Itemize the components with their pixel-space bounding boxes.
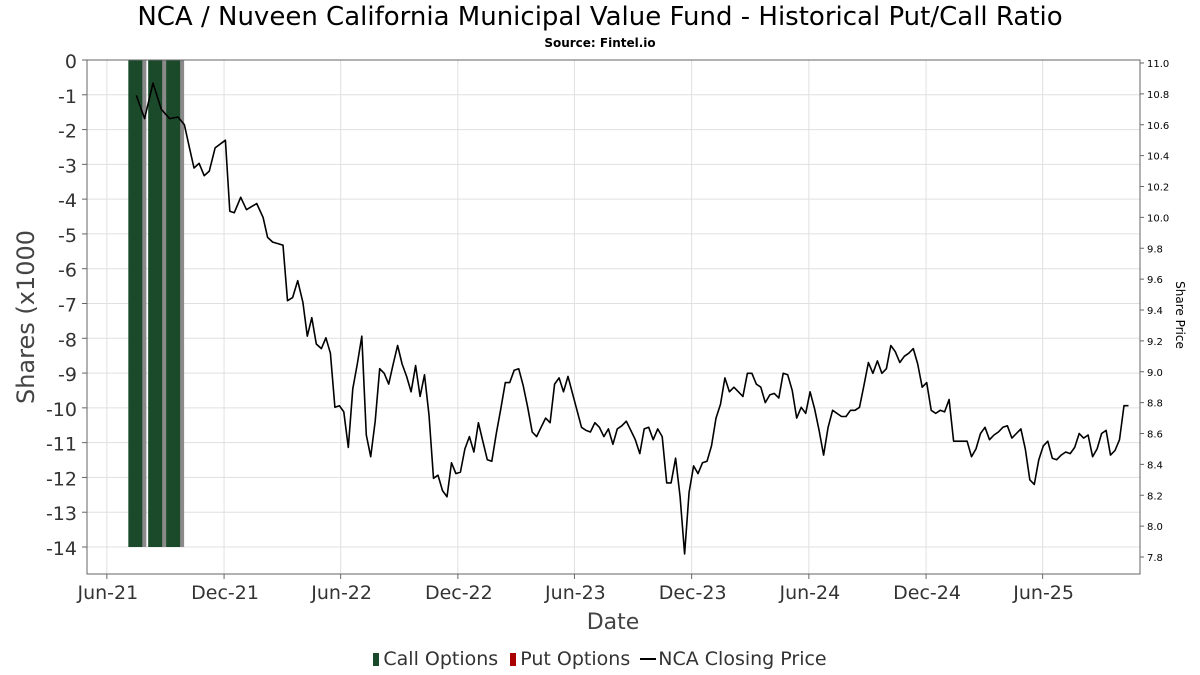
left-axis: 0 -1 -2 -3 -4 -5 -6 -7 -8 -9 -10 -11 -12 -13 -14: [46, 51, 87, 560]
plot-background: [87, 60, 1140, 574]
y-tick-label: -7: [58, 295, 77, 317]
y2-tick-label: 11.0: [1147, 59, 1169, 70]
y2-tick-label: 10.0: [1147, 213, 1169, 224]
y-tick-label: -5: [58, 225, 77, 247]
x-tick-label: Jun-22: [310, 582, 372, 604]
y2-tick-label: 9.8: [1147, 244, 1163, 255]
line-layer: [135, 82, 1129, 555]
y2-tick-label: 8.4: [1147, 460, 1163, 471]
y2-tick-label: 10.4: [1147, 152, 1169, 163]
y2-tick-label: 9.6: [1147, 275, 1163, 286]
legend-swatch-call: [373, 652, 380, 666]
y2-tick-label: 7.8: [1147, 553, 1163, 564]
y2-tick-label: 8.2: [1147, 491, 1163, 502]
x-tick-label: Dec-23: [659, 582, 727, 604]
legend-item-call: Call Options: [373, 648, 498, 670]
bar-layer: [128, 60, 185, 547]
y-tick-label: 0: [65, 51, 77, 73]
x-tick-label: Dec-22: [425, 582, 493, 604]
y2-tick-label: 8.6: [1147, 430, 1163, 441]
y-tick-label: -3: [58, 155, 77, 177]
x-tick-label: Jun-24: [778, 582, 840, 604]
y2-tick-label: 10.8: [1147, 90, 1169, 101]
plot-frame: [86, 59, 1141, 575]
legend-label-price: NCA Closing Price: [658, 647, 827, 670]
y2-tick-label: 9.0: [1147, 368, 1163, 379]
x-tick-label: Jun-23: [544, 582, 606, 604]
legend-label-call: Call Options: [383, 647, 499, 670]
chart-subtitle: Source: Fintel.io: [544, 36, 656, 50]
x-tick-label: Jun-25: [1012, 582, 1074, 604]
x-axis: Jun-21 Dec-21 Jun-22 Dec-22 Jun-23 Dec-23 Jun-…: [76, 574, 1074, 604]
call-bar: [128, 60, 143, 547]
y2-tick-label: 9.2: [1147, 337, 1163, 348]
y-tick-label: -9: [58, 364, 77, 386]
y-tick-label: -12: [46, 468, 77, 490]
y2-tick-label: 9.4: [1147, 306, 1163, 317]
y-axis-label: Shares (x1000: [12, 230, 40, 404]
legend-item-put: Put Options: [510, 648, 630, 670]
legend-item-price: NCA Closing Price: [640, 647, 827, 670]
y-tick-label: -8: [58, 329, 77, 351]
chart-title: NCA / Nuveen California Municipal Value …: [137, 2, 1063, 32]
legend: Call Options Put Options NCA Closing Pri…: [0, 647, 1200, 670]
x-tick-label: Dec-21: [191, 582, 259, 604]
y-tick-label: -14: [46, 538, 77, 560]
x-axis-label: Date: [587, 610, 640, 635]
y2-tick-label: 8.8: [1147, 399, 1163, 410]
x-tick-label: Jun-21: [76, 582, 138, 604]
y2-tick-label: 10.6: [1147, 121, 1169, 132]
x-tick-label: Dec-24: [893, 582, 961, 604]
y2-tick-label: 8.0: [1147, 522, 1163, 533]
y-tick-label: -4: [58, 190, 77, 212]
call-bar: [166, 60, 181, 547]
legend-label-put: Put Options: [520, 647, 631, 670]
legend-swatch-price: [640, 658, 657, 660]
y-tick-label: -10: [46, 399, 77, 421]
right-axis: 11.0 10.8 10.6 10.4 10.2 10.0 9.8 9.6 9.4 9.2 9.0 8…: [1140, 59, 1169, 564]
y2-axis-label: Share Price: [1173, 281, 1187, 349]
y-tick-label: -13: [46, 503, 77, 525]
legend-swatch-put: [510, 652, 517, 666]
price-line: [135, 82, 1129, 555]
y2-tick-label: 10.2: [1147, 183, 1169, 194]
y-tick-label: -1: [58, 86, 77, 108]
y-tick-label: -11: [46, 434, 77, 456]
y-tick-label: -2: [58, 121, 77, 143]
y-tick-label: -6: [58, 260, 77, 282]
call-bar: [148, 60, 163, 547]
